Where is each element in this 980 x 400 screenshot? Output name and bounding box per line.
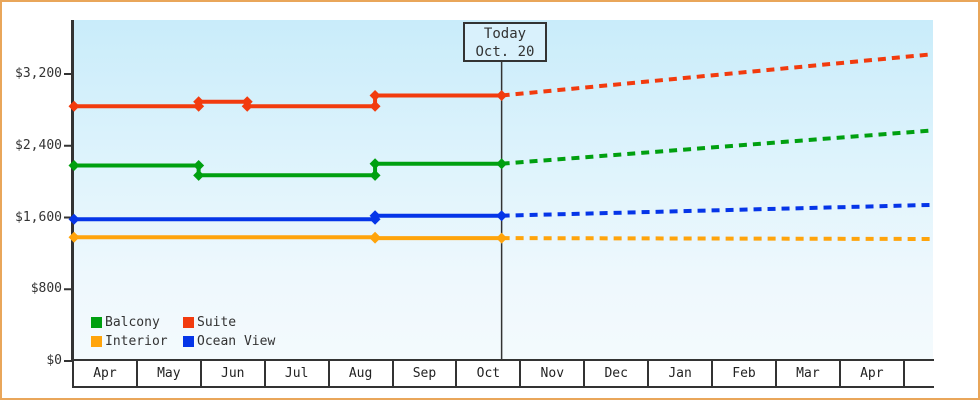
month-label: Apr [93, 366, 117, 381]
suite-line [74, 93, 502, 109]
month-cell-jul: Jul [266, 361, 330, 386]
month-cell-sep: Sep [394, 361, 458, 386]
month-cell-oct: Oct [457, 361, 522, 386]
month-label: Jun [221, 366, 245, 381]
balcony-legend-swatch [91, 317, 102, 328]
ocean-view-line [74, 213, 502, 222]
month-cell-apr: Apr [841, 361, 905, 386]
month-label: Aug [348, 366, 373, 381]
month-label: Nov [540, 366, 565, 381]
month-cell-jun: Jun [202, 361, 266, 386]
suite-marker [369, 90, 381, 102]
y-axis-tick-label: $800 [30, 281, 62, 297]
ocean-view-legend-swatch [183, 336, 194, 347]
plot-area [74, 20, 933, 361]
interior-marker [68, 231, 80, 243]
month-cell-apr: Apr [74, 361, 138, 386]
interior-legend-swatch [91, 336, 102, 347]
legend-item-balcony: Balcony [91, 315, 183, 330]
suite-marker [241, 100, 253, 112]
legend-label: Ocean View [197, 334, 276, 349]
legend-item-interior: Interior [91, 334, 183, 349]
month-cell-mar: Mar [777, 361, 841, 386]
legend: Balcony Suite Interior Ocean View [91, 315, 275, 349]
legend-label: Balcony [105, 315, 160, 330]
ocean-view-marker [496, 210, 508, 222]
month-label: Apr [860, 366, 884, 381]
suite-marker [193, 96, 205, 108]
y-axis-tick-label: $1,600 [15, 209, 62, 225]
today-marker-box: Today Oct. 20 [463, 22, 547, 62]
ocean-view-projection-line [501, 202, 932, 218]
month-label: Dec [604, 366, 628, 381]
today-label: Today [483, 26, 527, 42]
suite-projection-line [501, 52, 932, 98]
balcony-projection-line [501, 128, 932, 166]
y-axis-tick-label: $3,200 [15, 66, 62, 81]
ocean-view-marker [68, 213, 80, 225]
interior-marker [496, 232, 508, 244]
legend-label: Interior [105, 334, 168, 349]
suite-marker [369, 100, 381, 112]
month-cell-may: May [138, 361, 202, 386]
month-label: Mar [796, 366, 820, 381]
month-cell-empty [905, 361, 934, 386]
month-cell-aug: Aug [330, 361, 394, 386]
interior-marker [369, 232, 381, 244]
suite-marker [496, 90, 508, 102]
balcony-marker [193, 159, 205, 171]
month-label: Jul [284, 366, 309, 381]
balcony-marker [369, 158, 381, 170]
month-label: Feb [732, 366, 756, 381]
legend-item-ocean-view: Ocean View [183, 334, 275, 349]
suite-marker [68, 100, 80, 112]
suite-legend-swatch [183, 317, 194, 328]
month-cell-feb: Feb [713, 361, 777, 386]
balcony-marker [68, 159, 80, 171]
month-label: Sep [412, 366, 437, 381]
legend-label: Suite [197, 315, 237, 330]
y-axis-tick-label: $2,400 [15, 137, 62, 153]
month-cell-jan: Jan [649, 361, 714, 386]
legend-item-suite: Suite [183, 315, 275, 330]
month-cell-dec: Dec [585, 361, 650, 386]
ocean-view-marker [369, 210, 381, 222]
balcony-marker [369, 169, 381, 181]
month-cell-nov: Nov [521, 361, 586, 386]
month-label: Oct [476, 366, 501, 381]
interior-line [74, 235, 502, 241]
y-axis-line [71, 20, 74, 361]
today-date: Oct. 20 [475, 44, 535, 60]
balcony-line [74, 161, 502, 178]
month-label: Jan [668, 366, 692, 381]
balcony-marker [193, 169, 205, 181]
interior-projection-line [501, 236, 932, 241]
y-axis-tick-label: $0 [46, 353, 62, 368]
balcony-marker [496, 158, 508, 170]
x-axis-month-row: Apr May Jun Jul Aug Sep Oct Nov Dec Jan Feb Mar Apr [72, 359, 934, 388]
month-label: May [157, 366, 181, 381]
